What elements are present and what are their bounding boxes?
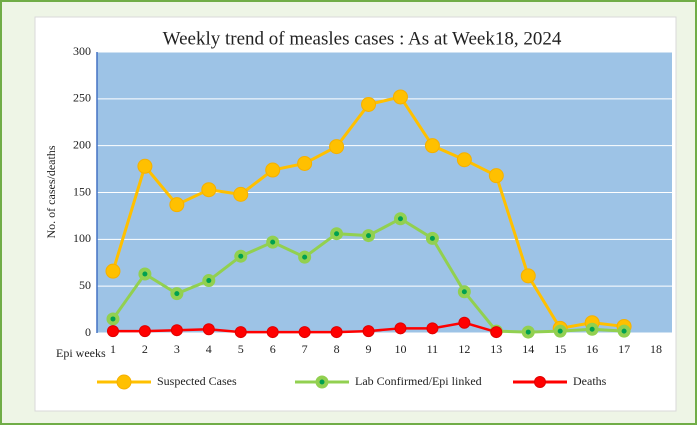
- marker-center: [589, 326, 595, 332]
- marker: [233, 186, 249, 202]
- marker-center: [174, 291, 180, 297]
- marker-center: [366, 233, 372, 239]
- marker-center: [238, 253, 244, 259]
- marker: [234, 326, 247, 339]
- marker: [202, 323, 215, 336]
- x-tick-label: 17: [618, 342, 630, 356]
- marker: [201, 182, 217, 198]
- x-tick-label: 15: [554, 342, 566, 356]
- y-tick-label: 250: [73, 91, 91, 105]
- marker: [456, 152, 472, 168]
- marker: [138, 325, 151, 338]
- marker: [361, 96, 377, 112]
- y-tick-label: 150: [73, 184, 91, 198]
- marker: [330, 326, 343, 339]
- marker-center: [334, 231, 340, 237]
- marker-center: [302, 254, 308, 260]
- marker: [169, 197, 185, 213]
- marker-center: [557, 328, 563, 334]
- marker-center: [461, 289, 467, 295]
- marker: [265, 162, 281, 178]
- x-tick-label: 8: [334, 342, 340, 356]
- x-tick-label: 9: [366, 342, 372, 356]
- chart-title: Weekly trend of measles cases : As at We…: [163, 28, 562, 49]
- marker: [424, 138, 440, 154]
- x-tick-label: 10: [394, 342, 406, 356]
- marker-center: [142, 271, 148, 277]
- x-tick-label: 1: [110, 342, 116, 356]
- y-tick-label: 300: [73, 44, 91, 58]
- marker-center: [621, 328, 627, 334]
- legend-label: Deaths: [573, 374, 607, 388]
- y-axis-title: No. of cases/deaths: [44, 145, 58, 238]
- marker: [266, 326, 279, 339]
- x-axis-title: Epi weeks: [56, 346, 106, 360]
- marker: [106, 325, 119, 338]
- legend-marker: [534, 376, 546, 388]
- marker: [137, 158, 153, 174]
- marker: [490, 326, 503, 339]
- marker: [362, 325, 375, 338]
- x-tick-label: 13: [490, 342, 502, 356]
- marker: [488, 168, 504, 184]
- marker: [297, 155, 313, 171]
- marker-center: [397, 216, 403, 222]
- y-tick-label: 200: [73, 137, 91, 151]
- x-tick-label: 4: [206, 342, 212, 356]
- x-tick-label: 18: [650, 342, 662, 356]
- x-tick-label: 16: [586, 342, 598, 356]
- x-tick-label: 11: [427, 342, 439, 356]
- marker: [394, 322, 407, 335]
- x-tick-label: 12: [458, 342, 470, 356]
- x-tick-label: 2: [142, 342, 148, 356]
- x-tick-label: 3: [174, 342, 180, 356]
- marker-center: [110, 316, 116, 322]
- marker-center: [429, 235, 435, 241]
- x-tick-label: 5: [238, 342, 244, 356]
- y-tick-label: 50: [79, 278, 91, 292]
- marker: [298, 326, 311, 339]
- x-tick-label: 14: [522, 342, 534, 356]
- y-tick-label: 100: [73, 231, 91, 245]
- legend-marker: [116, 374, 132, 390]
- marker-center: [206, 278, 212, 284]
- marker: [170, 324, 183, 337]
- marker-center: [525, 329, 531, 335]
- legend-label: Lab Confirmed/Epi linked: [355, 374, 482, 388]
- marker: [520, 268, 536, 284]
- marker: [426, 322, 439, 335]
- marker: [458, 316, 471, 329]
- marker: [329, 139, 345, 155]
- marker: [392, 89, 408, 105]
- marker: [105, 263, 121, 279]
- legend-label: Suspected Cases: [157, 374, 237, 388]
- legend-marker-center: [319, 379, 325, 385]
- x-tick-label: 6: [270, 342, 276, 356]
- x-tick-label: 7: [302, 342, 308, 356]
- y-tick-label: 0: [85, 325, 91, 339]
- marker-center: [270, 239, 276, 245]
